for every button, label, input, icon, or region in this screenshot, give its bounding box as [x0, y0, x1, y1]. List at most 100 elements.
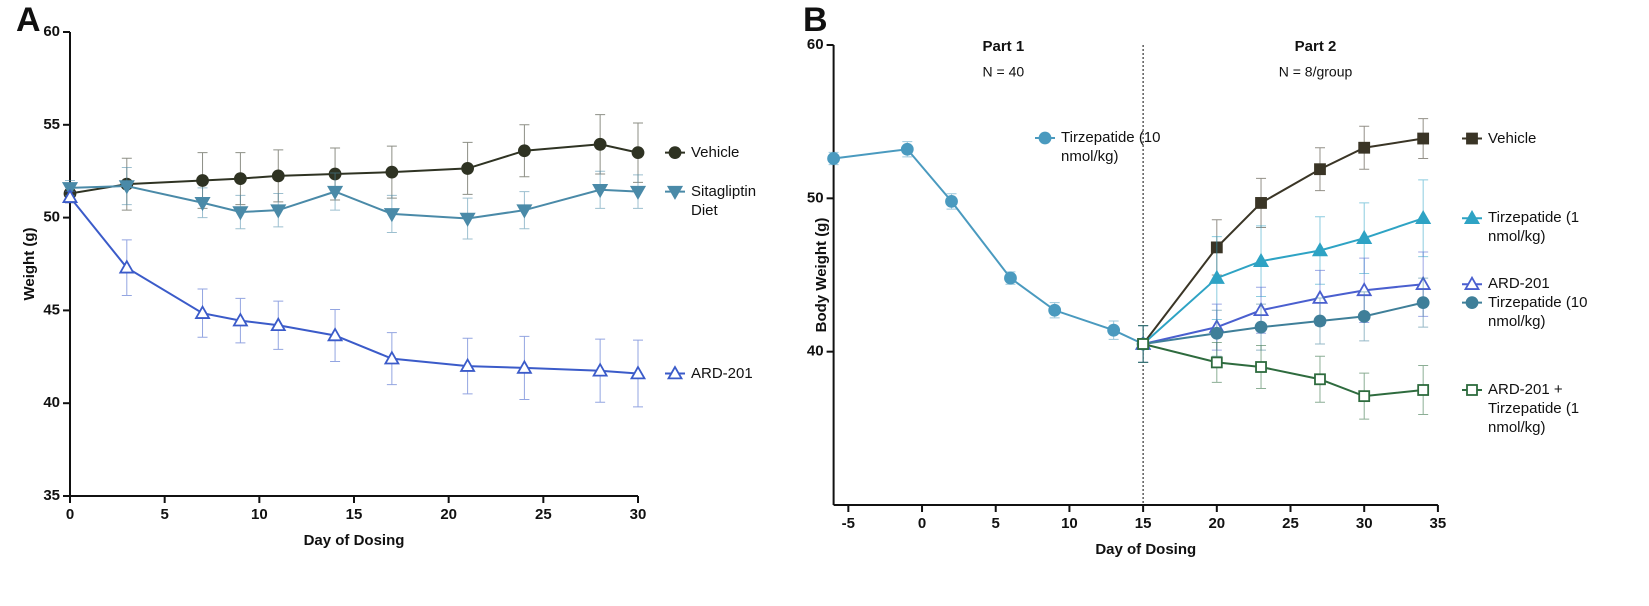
data-point: [593, 137, 607, 151]
data-point: [1208, 269, 1225, 284]
data-point: [592, 362, 609, 377]
y-tick-label: 45: [43, 301, 60, 318]
x-tick-label: 5: [160, 506, 168, 523]
data-point: [827, 152, 840, 165]
y-axis-label: Weight (g): [21, 227, 38, 300]
part-title: Part 2: [1295, 38, 1337, 55]
data-point: [118, 259, 135, 274]
data-point: [1314, 163, 1326, 176]
legend-label: Sitagliptin Diet: [691, 182, 757, 219]
data-point: [118, 180, 135, 195]
series-line: [833, 148, 1144, 345]
y-tick-label: 40: [43, 394, 60, 411]
legend-marker: [1463, 209, 1481, 225]
data-point: [1210, 356, 1223, 369]
x-tick-label: 0: [918, 515, 926, 532]
x-tick-label: 10: [1061, 515, 1078, 532]
x-tick-label: 20: [440, 506, 457, 523]
series-line: [1142, 301, 1424, 345]
x-tick-label: 30: [1356, 515, 1373, 532]
x-tick-label: -5: [842, 515, 855, 532]
x-tick-label: 25: [535, 506, 552, 523]
legend-marker: [668, 146, 682, 160]
legend-label: ARD-201 + Tirzepatide (1 nmol/kg): [1488, 381, 1580, 436]
data-point: [1416, 296, 1430, 310]
y-axis-label: Body Weight (g): [813, 218, 830, 333]
part-subtitle: N = 40: [983, 64, 1025, 80]
y-tick-label: 35: [43, 487, 60, 504]
data-point: [1358, 390, 1371, 403]
data-point: [270, 316, 287, 332]
data-point: [592, 183, 609, 199]
data-point: [518, 144, 531, 158]
data-point: [196, 174, 209, 187]
data-point: [516, 359, 533, 374]
data-point: [194, 304, 211, 319]
y-tick-label: 60: [807, 36, 824, 53]
data-point: [1358, 141, 1371, 154]
data-point: [900, 142, 914, 156]
series-line: [69, 185, 639, 220]
series-line: [69, 196, 639, 375]
data-point: [1004, 271, 1017, 285]
data-point: [1314, 373, 1326, 386]
x-tick-label: 15: [346, 506, 363, 523]
part-title: Part 1: [983, 38, 1025, 55]
legend-label: ARD-201: [691, 364, 753, 382]
data-point: [61, 182, 79, 197]
data-point: [629, 365, 647, 380]
legend-marker: [1466, 132, 1478, 145]
part-subtitle: N = 8/group: [1279, 64, 1353, 80]
series-line: [1142, 343, 1424, 398]
data-point: [629, 185, 647, 200]
data-point: [1356, 229, 1373, 244]
data-point: [1254, 320, 1268, 334]
data-point: [1417, 384, 1430, 396]
x-tick-label: 5: [992, 515, 1000, 532]
data-point: [1137, 338, 1150, 350]
x-tick-label: 30: [630, 506, 647, 523]
series-line: [69, 143, 639, 195]
data-point: [459, 357, 476, 372]
legend-label: Vehicle: [1488, 129, 1537, 147]
data-point: [945, 194, 958, 208]
legend-marker: [1038, 131, 1052, 145]
legend-label: ARD-201: [1488, 275, 1550, 293]
y-tick-label: 55: [43, 116, 60, 133]
legend-marker: [666, 365, 684, 380]
data-point: [327, 185, 344, 200]
y-tick-label: 50: [43, 209, 60, 226]
data-point: [1107, 323, 1121, 337]
data-point: [631, 146, 645, 160]
data-point: [232, 312, 249, 327]
legend-marker: [1465, 296, 1479, 310]
y-tick-label: 50: [807, 189, 824, 206]
data-point: [385, 165, 399, 179]
series-line: [1142, 217, 1424, 345]
y-tick-label: 60: [43, 23, 60, 40]
data-point: [271, 169, 285, 183]
panel-label: A: [16, 1, 41, 39]
y-tick-label: 40: [807, 343, 824, 360]
data-point: [1313, 314, 1327, 328]
data-point: [459, 212, 476, 227]
legend-marker: [1463, 275, 1481, 290]
x-tick-label: 0: [66, 506, 74, 523]
x-tick-label: 35: [1430, 515, 1447, 532]
data-point: [327, 327, 344, 342]
x-axis-label: Day of Dosing: [304, 532, 405, 549]
data-point: [1252, 252, 1270, 267]
data-point: [270, 204, 287, 219]
series-line: [1142, 137, 1424, 345]
legend-label: Tirzepatide (1 nmol/kg): [1488, 209, 1580, 246]
legend-label: Tirzepatide (10 nmol/kg): [1488, 293, 1588, 330]
legend-label: Tirzepatide (10 nmol/kg): [1061, 129, 1161, 165]
x-tick-label: 10: [251, 506, 268, 523]
series-line: [1142, 283, 1424, 345]
panel-label: B: [803, 1, 828, 39]
data-point: [61, 188, 79, 203]
x-axis-label: Day of Dosing: [1095, 541, 1196, 558]
data-point: [383, 208, 400, 223]
